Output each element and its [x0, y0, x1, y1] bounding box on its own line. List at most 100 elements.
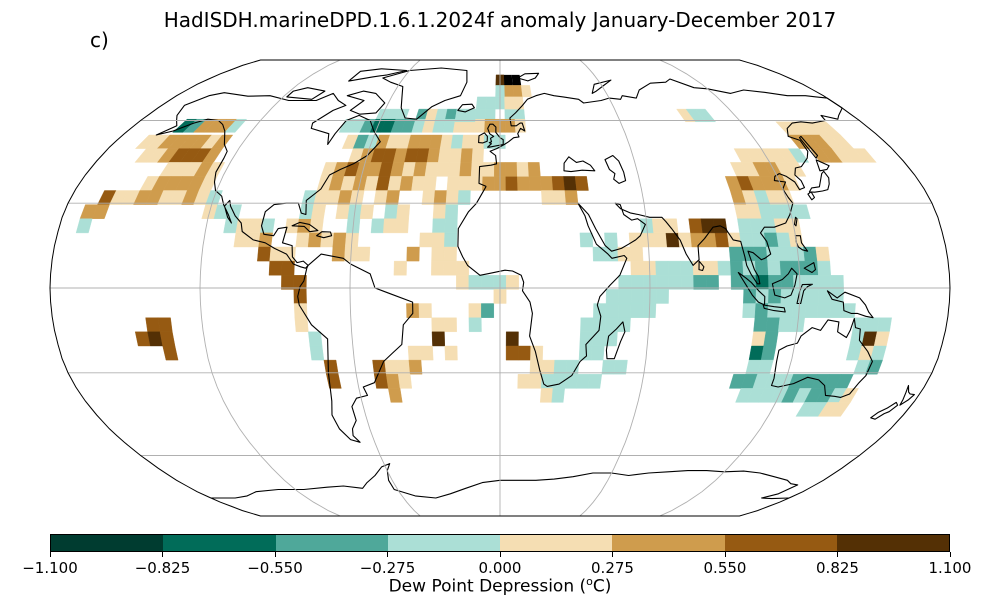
coastline-taiwan [793, 216, 798, 227]
grid-cell [818, 275, 832, 290]
map-title: HadISDH.marineDPD.1.6.1.2024f anomaly Ja… [163, 8, 837, 32]
grid-cell [460, 148, 474, 163]
colorbar-segment [275, 535, 388, 551]
grid-cell [470, 176, 483, 191]
coastline-new-zealand-south [870, 401, 899, 420]
coastline-mindanao [803, 262, 817, 274]
grid-cell [564, 190, 579, 205]
grid-cell [618, 289, 632, 304]
grid-cell [592, 246, 607, 262]
coastline-baffin-island [346, 90, 386, 115]
grid-cell [235, 218, 251, 234]
grid-cell [876, 317, 892, 332]
grid-cell [618, 275, 632, 290]
grid-cell [157, 317, 173, 332]
grid-cell [693, 275, 707, 290]
panel-label: c) [90, 28, 109, 52]
colorbar-segment [836, 535, 949, 551]
grid-cell [387, 176, 403, 191]
grid-cell [805, 275, 819, 290]
grid-cell [385, 190, 400, 205]
grid-cell [804, 260, 819, 276]
grid-cell [702, 232, 717, 248]
colorbar-label: Dew Point Depression (oC) [0, 575, 1000, 597]
grid-cell [461, 134, 475, 149]
grid-cell [517, 176, 530, 191]
grid-cell [737, 218, 753, 234]
grid-cell [431, 331, 446, 347]
grid-cell [433, 190, 448, 205]
grid-cell [563, 176, 577, 191]
grid-cell [481, 303, 494, 318]
grid-cell [311, 204, 327, 219]
colorbar-tick-label: −1.100 [22, 559, 78, 577]
grid-cell [383, 218, 397, 234]
coastline-japan-kyushu [807, 191, 816, 201]
grid-cell [323, 359, 339, 375]
coastline-ellesmere-island [348, 68, 408, 82]
grid-cell [426, 148, 441, 163]
grid-cell [468, 317, 482, 332]
colorbar-tick-mark [387, 552, 388, 557]
grid-cell [529, 374, 543, 389]
grid-cell [829, 303, 844, 318]
grid-cell [457, 190, 471, 205]
grid-cell [388, 388, 403, 403]
grid-cell [503, 74, 513, 86]
grid-cell [395, 218, 409, 234]
grid-cell [780, 275, 794, 290]
grid-cell [450, 134, 464, 149]
grid-cell [714, 232, 730, 248]
coastline-cuba [291, 221, 319, 233]
grid-cell [421, 190, 436, 205]
grid-cell [705, 275, 719, 290]
grid-cell [653, 232, 668, 248]
grid-cell [370, 218, 385, 234]
grid-cell [432, 218, 446, 234]
grid-cell [444, 204, 459, 219]
grid-cell [841, 303, 856, 318]
colorbar-tick-mark [162, 552, 163, 557]
graticule [50, 59, 950, 517]
grid-cell [504, 96, 515, 110]
grid-cell [763, 331, 779, 347]
grid-cell [754, 260, 769, 276]
grid-cell [553, 359, 568, 375]
colorbar-tick-label: 1.100 [928, 559, 972, 577]
grid-cell [574, 176, 589, 191]
grid-cell [444, 232, 458, 248]
grid-cell [308, 331, 323, 347]
grid-cell [393, 260, 407, 276]
grid-cell [431, 246, 445, 262]
colorbar-segment [51, 535, 164, 551]
grid-cell [397, 374, 413, 389]
grid-cell [294, 317, 309, 332]
colorbar-tick-label: 0.825 [816, 559, 859, 577]
grid-cell [503, 85, 514, 98]
grid-cell [751, 331, 767, 347]
grid-cell [159, 331, 176, 347]
grid-cell [384, 359, 399, 375]
grid-cell [591, 331, 606, 347]
coastline-south-america [297, 253, 414, 443]
grid-cell [580, 317, 594, 332]
grid-cell [805, 289, 819, 304]
grid-cell [730, 260, 744, 276]
coastline-black-sea [563, 156, 596, 173]
grid-cell [75, 218, 93, 234]
grid-cell [517, 345, 531, 361]
grid-cell [413, 162, 428, 177]
grid-cell [767, 260, 782, 276]
grid-cell [505, 345, 519, 361]
grid-cell [755, 275, 769, 290]
grid-cell [444, 345, 458, 361]
grid-cell [356, 246, 371, 262]
grid-cell [782, 176, 802, 191]
grid-cell [520, 85, 532, 98]
grid-cell [436, 162, 450, 177]
colorbar-label-suffix: C) [592, 576, 612, 597]
grid-cell [432, 204, 447, 219]
grid-cell [655, 260, 669, 276]
grid-cell [257, 246, 272, 262]
coastline-new-zealand-north [899, 384, 915, 406]
